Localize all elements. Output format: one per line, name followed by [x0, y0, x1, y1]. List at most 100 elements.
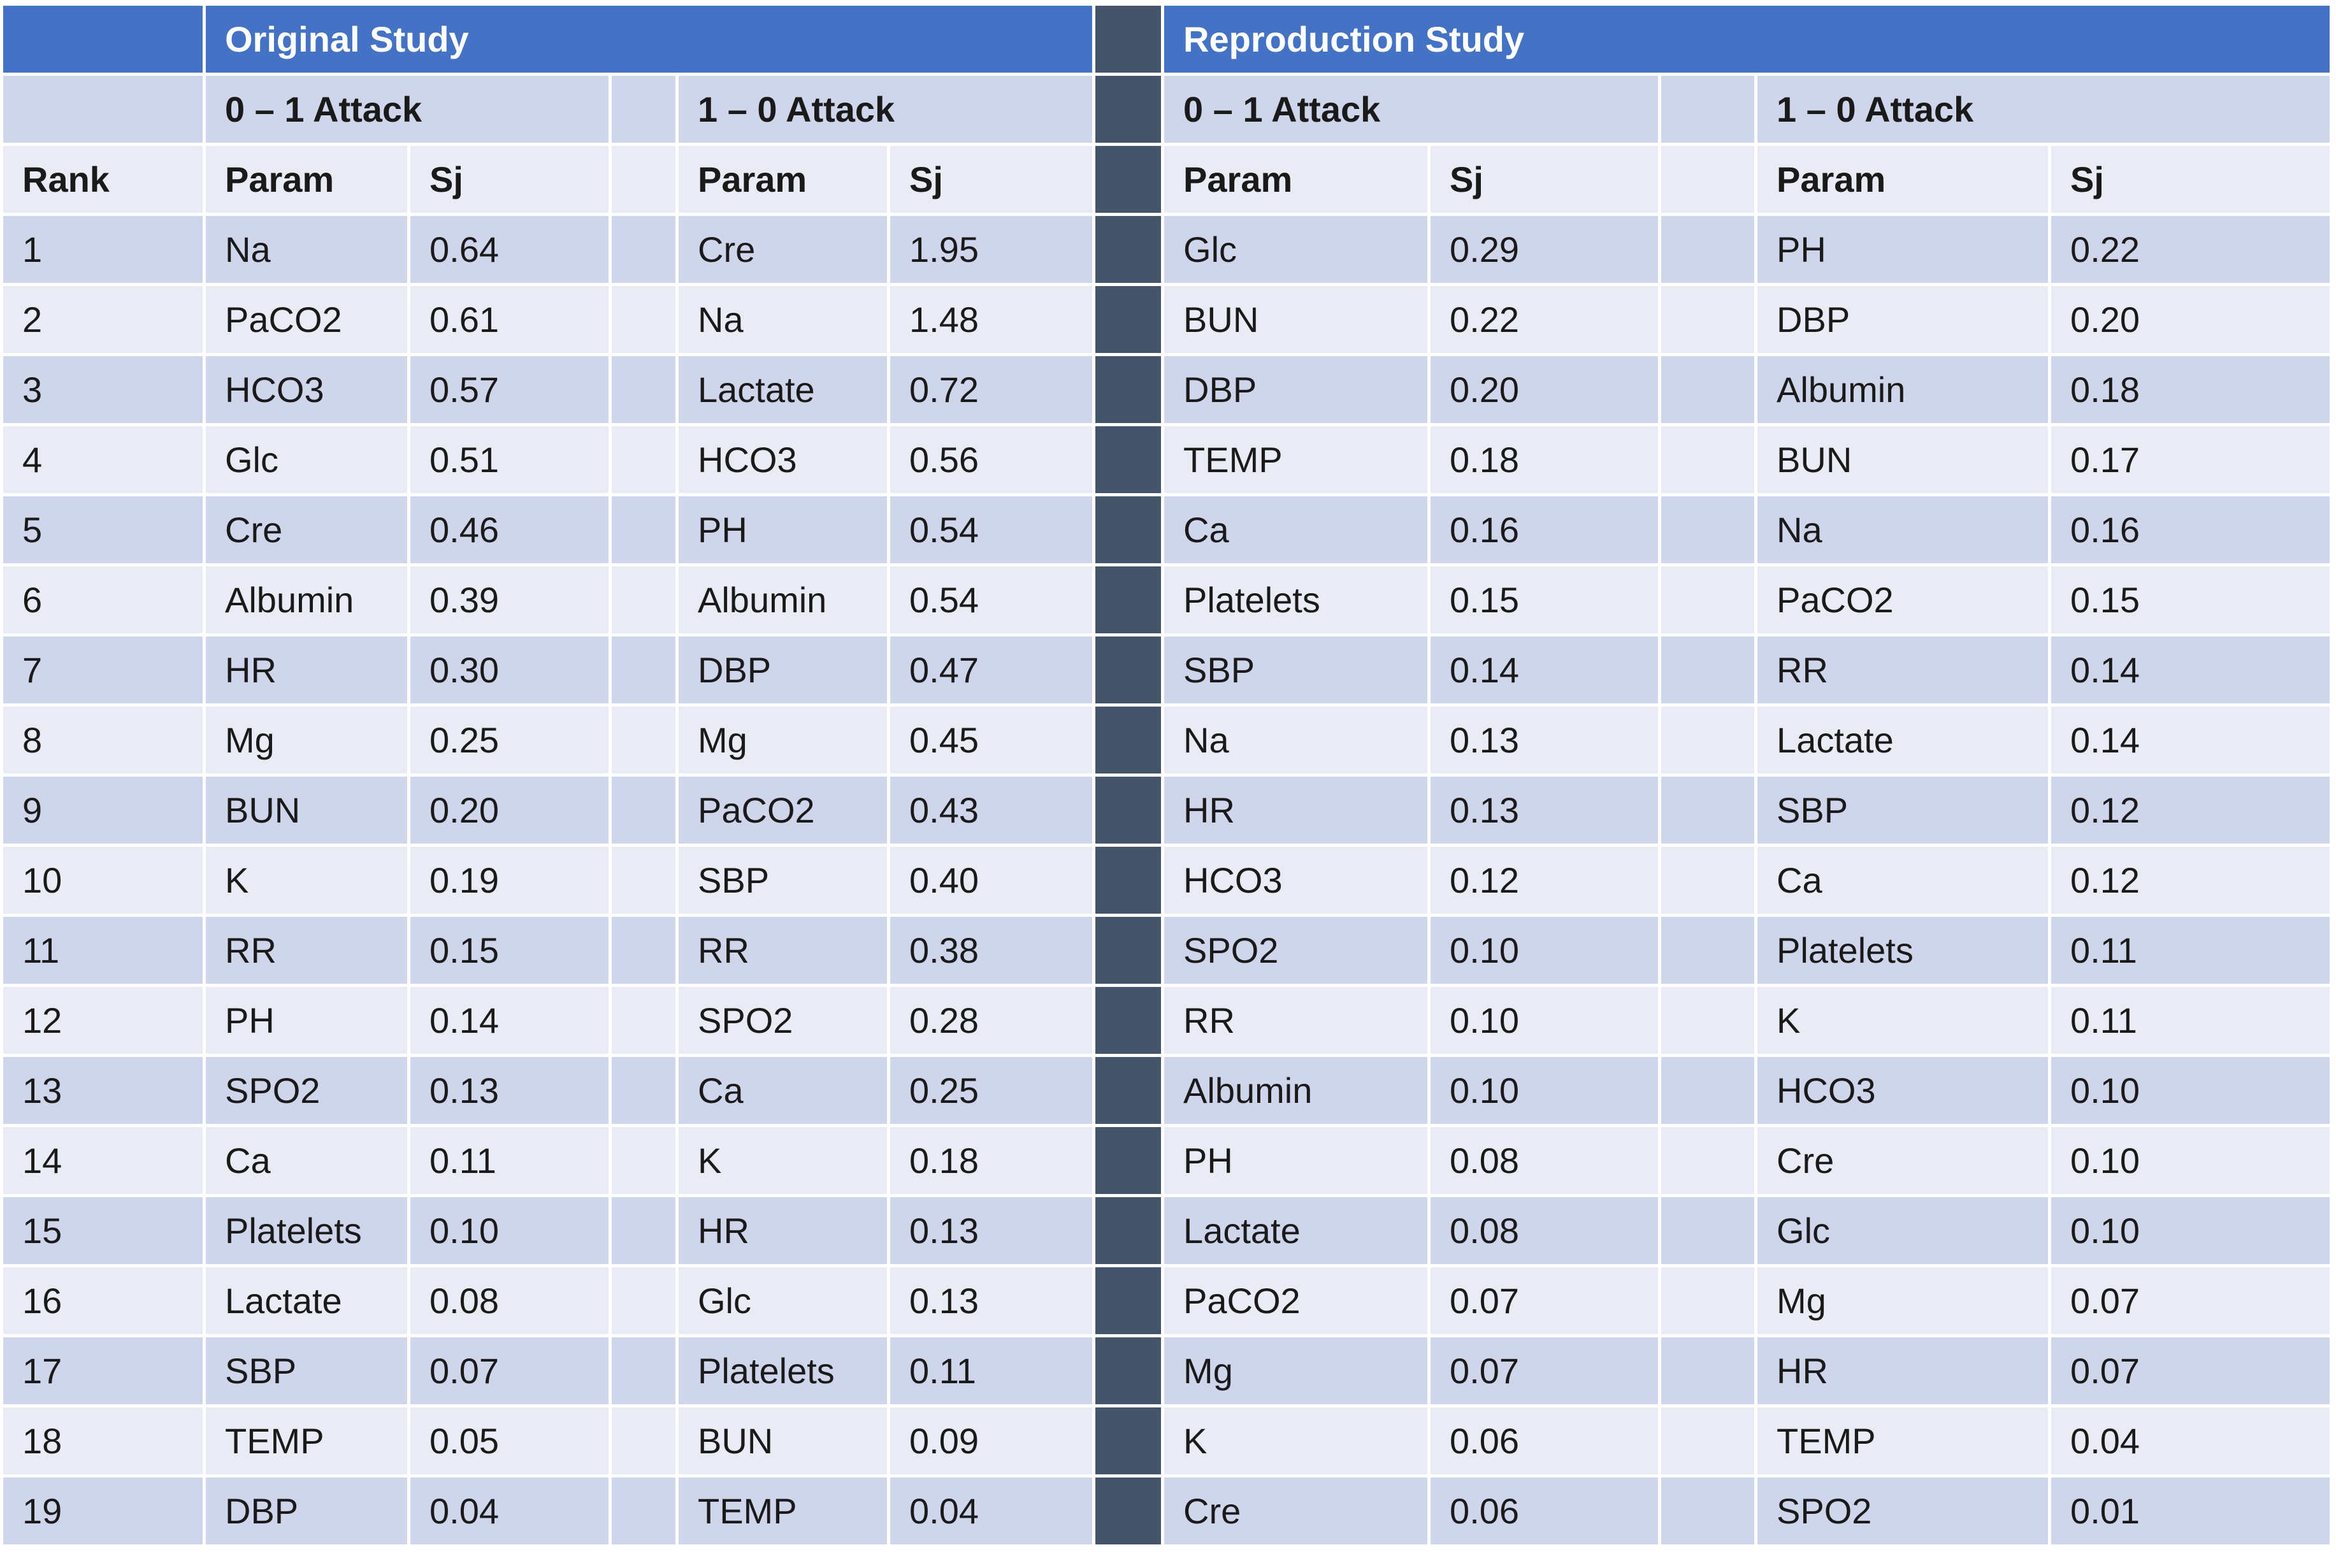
- spacer-cell: [612, 917, 679, 987]
- reproduction-01-param-cell: HCO3: [1164, 847, 1431, 917]
- param-column-header: Param: [1164, 146, 1431, 216]
- spacer-cell: [1661, 566, 1758, 637]
- reproduction-10-sj-cell: 0.10: [2051, 1127, 2333, 1197]
- spacer-cell: [612, 1337, 679, 1407]
- study-separator: [1095, 286, 1165, 356]
- reproduction-01-sj-cell: 0.07: [1431, 1267, 1662, 1337]
- original-01-sj-cell: 0.39: [410, 566, 612, 637]
- reproduction-01-param-cell: PH: [1164, 1127, 1431, 1197]
- reproduction-10-sj-cell: 0.22: [2051, 216, 2333, 286]
- reproduction-01-sj-cell: 0.08: [1431, 1127, 1662, 1197]
- table-row: 17 SBP 0.07 Platelets 0.11 Mg 0.07 HR 0.07: [3, 1337, 2333, 1407]
- reproduction-01-sj-cell: 0.10: [1431, 1057, 1662, 1127]
- table-row: 5 Cre 0.46 PH 0.54 Ca 0.16 Na 0.16: [3, 496, 2333, 566]
- table-row: 6 Albumin 0.39 Albumin 0.54 Platelets 0.15 PaCO…: [3, 566, 2333, 637]
- reproduction-01-param-cell: PaCO2: [1164, 1267, 1431, 1337]
- spacer-cell: [612, 847, 679, 917]
- reproduction-10-param-cell: HR: [1757, 1337, 2052, 1407]
- reproduction-01-sj-cell: 0.15: [1431, 566, 1662, 637]
- study-separator: [1095, 1267, 1165, 1337]
- original-01-sj-cell: 0.07: [410, 1337, 612, 1407]
- original-01-param-cell: Platelets: [206, 1197, 410, 1267]
- spacer-cell: [612, 1407, 679, 1478]
- original-01-sj-cell: 0.15: [410, 917, 612, 987]
- original-01-sj-cell: 0.19: [410, 847, 612, 917]
- reproduction-01-sj-cell: 0.08: [1431, 1197, 1662, 1267]
- reproduction-01-param-cell: BUN: [1164, 286, 1431, 356]
- rank-cell: 3: [3, 356, 206, 426]
- original-01-param-cell: TEMP: [206, 1407, 410, 1478]
- original-10-param-cell: Cre: [679, 216, 890, 286]
- reproduction-10-param-cell: Glc: [1757, 1197, 2052, 1267]
- table-row: 19 DBP 0.04 TEMP 0.04 Cre 0.06 SPO2 0.01: [3, 1478, 2333, 1548]
- spacer-cell: [1661, 286, 1758, 356]
- spacer-cell: [1661, 216, 1758, 286]
- reproduction-01-sj-cell: 0.06: [1431, 1478, 1662, 1548]
- reproduction-10-sj-cell: 0.11: [2051, 987, 2333, 1057]
- reproduction-01-param-cell: Cre: [1164, 1478, 1431, 1548]
- spacer-cell: [612, 216, 679, 286]
- original-01-sj-cell: 0.51: [410, 426, 612, 496]
- reproduction-01-param-cell: TEMP: [1164, 426, 1431, 496]
- reproduction-10-param-cell: SPO2: [1757, 1478, 2052, 1548]
- reproduction-10-param-cell: DBP: [1757, 286, 2052, 356]
- study-separator: [1095, 777, 1165, 847]
- original-01-sj-cell: 0.08: [410, 1267, 612, 1337]
- table-row: 15 Platelets 0.10 HR 0.13 Lactate 0.08 Glc 0.10: [3, 1197, 2333, 1267]
- column-header-row: Rank Param Sj Param Sj Param Sj Param Sj: [3, 146, 2333, 216]
- original-10-param-cell: RR: [679, 917, 890, 987]
- original-01-param-cell: SBP: [206, 1337, 410, 1407]
- original-10-param-cell: SPO2: [679, 987, 890, 1057]
- spacer-cell: [612, 777, 679, 847]
- reproduction-10-param-cell: Platelets: [1757, 917, 2052, 987]
- original-01-sj-cell: 0.04: [410, 1478, 612, 1548]
- reproduction-10-param-cell: BUN: [1757, 426, 2052, 496]
- spacer-cell: [612, 426, 679, 496]
- spacer-cell: [1661, 356, 1758, 426]
- original-10-sj-cell: 0.40: [890, 847, 1096, 917]
- spacer-cell: [1661, 637, 1758, 707]
- param-column-header: Param: [679, 146, 890, 216]
- reproduction-10-sj-cell: 0.14: [2051, 707, 2333, 777]
- spacer-cell: [1661, 76, 1758, 146]
- original-01-param-cell: Ca: [206, 1127, 410, 1197]
- reproduction-10-sj-cell: 0.15: [2051, 566, 2333, 637]
- param-column-header: Param: [1757, 146, 2052, 216]
- reproduction-10-param-cell: Mg: [1757, 1267, 2052, 1337]
- original-10-sj-cell: 0.43: [890, 777, 1096, 847]
- original-01-param-cell: PaCO2: [206, 286, 410, 356]
- spacer-cell: [612, 76, 679, 146]
- study-separator: [1095, 987, 1165, 1057]
- reproduction-01-param-cell: Mg: [1164, 1337, 1431, 1407]
- sj-column-header: Sj: [2051, 146, 2333, 216]
- original-01-sj-cell: 0.14: [410, 987, 612, 1057]
- study-separator: [1095, 637, 1165, 707]
- spacer-cell: [612, 1197, 679, 1267]
- spacer-cell: [1661, 1337, 1758, 1407]
- reproduction-01-sj-cell: 0.14: [1431, 637, 1662, 707]
- rank-cell: 14: [3, 1127, 206, 1197]
- spacer-cell: [612, 987, 679, 1057]
- reproduction-10-sj-cell: 0.11: [2051, 917, 2333, 987]
- original-10-param-cell: DBP: [679, 637, 890, 707]
- original-10-sj-cell: 0.13: [890, 1267, 1096, 1337]
- reproduction-01-sj-cell: 0.10: [1431, 987, 1662, 1057]
- reproduction-01-sj-cell: 0.06: [1431, 1407, 1662, 1478]
- sj-column-header: Sj: [1431, 146, 1662, 216]
- reproduction-01-param-cell: Glc: [1164, 216, 1431, 286]
- original-01-sj-cell: 0.61: [410, 286, 612, 356]
- table-row: 8 Mg 0.25 Mg 0.45 Na 0.13 Lactate 0.14: [3, 707, 2333, 777]
- spacer-cell: [612, 496, 679, 566]
- reproduction-01-param-cell: RR: [1164, 987, 1431, 1057]
- spacer-cell: [1661, 1057, 1758, 1127]
- spacer-cell: [1661, 1407, 1758, 1478]
- original-10-sj-cell: 0.47: [890, 637, 1096, 707]
- spacer-cell: [1661, 987, 1758, 1057]
- reproduction-study-title: Reproduction Study: [1164, 6, 2333, 76]
- original-10-param-cell: Glc: [679, 1267, 890, 1337]
- table-body: Original Study Reproduction Study 0 – 1 …: [3, 6, 2333, 1548]
- original-01-param-cell: K: [206, 847, 410, 917]
- reproduction-10-param-cell: Lactate: [1757, 707, 2052, 777]
- study-separator: [1095, 847, 1165, 917]
- reproduction-10-sj-cell: 0.10: [2051, 1057, 2333, 1127]
